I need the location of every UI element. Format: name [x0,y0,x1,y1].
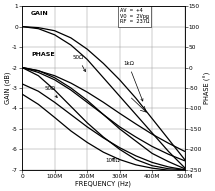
Text: GAIN: GAIN [31,11,49,16]
Text: PHASE: PHASE [31,52,55,57]
Text: 50Ω: 50Ω [72,55,85,72]
Y-axis label: GAIN (dB): GAIN (dB) [4,72,11,104]
Text: AV = +4
VO = 2Vpp
RF = 237Ω: AV = +4 VO = 2Vpp RF = 237Ω [120,8,149,24]
X-axis label: FREQUENCY (Hz): FREQUENCY (Hz) [75,180,131,187]
Text: 100Ω: 100Ω [105,158,120,163]
Text: 1kΩ: 1kΩ [123,62,143,101]
Y-axis label: PHASE (°): PHASE (°) [204,72,211,104]
Text: 50Ω: 50Ω [44,86,57,98]
